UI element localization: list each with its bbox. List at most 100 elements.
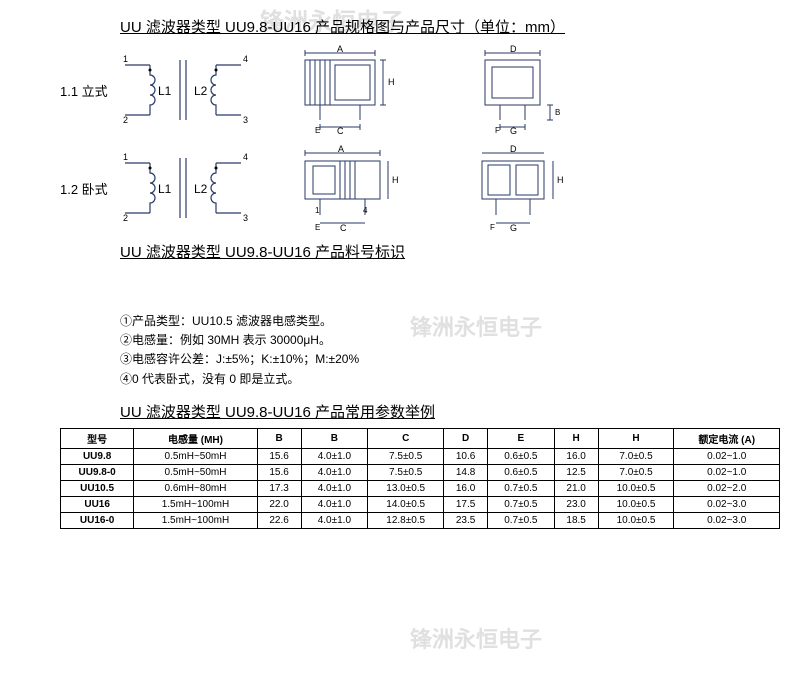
table-cell: UU10.5 [61, 480, 134, 496]
table-cell: 0.5mH~50mH [134, 464, 257, 480]
table-cell: 0.7±0.5 [488, 496, 555, 512]
table-cell: 0.02~2.0 [674, 480, 780, 496]
svg-text:A: A [337, 45, 343, 54]
svg-text:D: D [510, 45, 517, 54]
table-cell: 15.6 [257, 448, 301, 464]
table-header-cell: B [257, 428, 301, 448]
table-cell: 0.6±0.5 [488, 448, 555, 464]
svg-text:F: F [495, 126, 500, 135]
table-cell: 7.5±0.5 [368, 464, 444, 480]
svg-text:H: H [392, 175, 399, 185]
table-cell: 7.0±0.5 [598, 448, 674, 464]
svg-text:1: 1 [123, 152, 128, 162]
svg-text:1: 1 [123, 54, 128, 64]
row2-label: 1.2 卧式 [60, 179, 120, 198]
watermark-bot: 锋洲永恒电子 [410, 622, 542, 654]
table-cell: 15.6 [257, 464, 301, 480]
tech-drawing-front-1: A H C E [285, 45, 445, 135]
svg-text:F: F [490, 223, 495, 232]
table-cell: 0.02~1.0 [674, 464, 780, 480]
svg-text:3: 3 [243, 213, 248, 223]
tech-drawing-side-1: D G B F [460, 45, 620, 135]
table-cell: 23.5 [444, 512, 488, 528]
table-cell: 1.5mH~100mH [134, 496, 257, 512]
table-cell: 16.0 [554, 448, 598, 464]
svg-text:3: 3 [243, 115, 248, 125]
svg-text:H: H [388, 77, 395, 87]
svg-text:C: C [337, 126, 344, 135]
svg-text:1: 1 [315, 206, 320, 215]
table-cell: 21.0 [554, 480, 598, 496]
table-cell: UU16 [61, 496, 134, 512]
table-cell: 18.5 [554, 512, 598, 528]
table-cell: 0.02~3.0 [674, 512, 780, 528]
table-cell: 0.7±0.5 [488, 480, 555, 496]
table-cell: 0.6±0.5 [488, 464, 555, 480]
table-cell: 4.0±1.0 [301, 496, 368, 512]
table-cell: 0.02~3.0 [674, 496, 780, 512]
svg-text:E: E [315, 223, 320, 232]
table-header-cell: 型号 [61, 428, 134, 448]
notes-block: ①产品类型：UU10.5 滤波器电感类型。 ②电感量：例如 30MH 表示 30… [120, 312, 760, 389]
svg-text:2: 2 [123, 213, 128, 223]
table-cell: 0.5mH~50mH [134, 448, 257, 464]
table-cell: 0.6mH~80mH [134, 480, 257, 496]
note-3: ③电感容许公差：J:±5%；K:±10%；M:±20% [120, 350, 760, 369]
note-1: ①产品类型：UU10.5 滤波器电感类型。 [120, 312, 760, 331]
svg-text:D: D [510, 144, 517, 154]
table-cell: 1.5mH~100mH [134, 512, 257, 528]
table-header-cell: 电感量 (MH) [134, 428, 257, 448]
svg-text:H: H [557, 175, 564, 185]
table-row: UU9.8-00.5mH~50mH15.64.0±1.07.5±0.514.80… [61, 464, 780, 480]
tech-drawing-side-2: D G H F [460, 143, 620, 233]
schematic-horizontal: 1 2 4 3 L1 L2 [120, 148, 270, 228]
table-cell: 17.5 [444, 496, 488, 512]
svg-text:E: E [315, 126, 320, 135]
section3-title: UU 滤波器类型 UU9.8-UU16 产品常用参数举例 [120, 401, 760, 422]
svg-text:L2: L2 [194, 182, 208, 196]
table-body: UU9.80.5mH~50mH15.64.0±1.07.5±0.510.60.6… [61, 448, 780, 528]
svg-text:2: 2 [123, 115, 128, 125]
table-cell: 12.5 [554, 464, 598, 480]
note-2: ②电感量：例如 30MH 表示 30000μH。 [120, 331, 760, 350]
table-cell: 17.3 [257, 480, 301, 496]
table-cell: 4.0±1.0 [301, 448, 368, 464]
table-cell: 22.0 [257, 496, 301, 512]
table-cell: 16.0 [444, 480, 488, 496]
table-cell: 4.0±1.0 [301, 480, 368, 496]
svg-text:L1: L1 [158, 84, 172, 98]
table-row: UU10.50.6mH~80mH17.34.0±1.013.0±0.516.00… [61, 480, 780, 496]
schematic-vertical: 1 2 4 3 L1 L2 [120, 50, 270, 130]
table-cell: 10.0±0.5 [598, 480, 674, 496]
table-cell: 12.8±0.5 [368, 512, 444, 528]
section1-title: UU 滤波器类型 UU9.8-UU16 产品规格图与产品尺寸（单位：mm） [120, 16, 760, 37]
table-cell: 0.02~1.0 [674, 448, 780, 464]
table-row: UU9.80.5mH~50mH15.64.0±1.07.5±0.510.60.6… [61, 448, 780, 464]
svg-text:G: G [510, 126, 517, 135]
table-cell: 10.0±0.5 [598, 496, 674, 512]
svg-text:4: 4 [363, 206, 368, 215]
table-cell: 10.6 [444, 448, 488, 464]
table-cell: 0.7±0.5 [488, 512, 555, 528]
table-header-cell: D [444, 428, 488, 448]
svg-text:L1: L1 [158, 182, 172, 196]
table-cell: UU16-0 [61, 512, 134, 528]
table-cell: UU9.8-0 [61, 464, 134, 480]
table-cell: 4.0±1.0 [301, 464, 368, 480]
params-table: 型号电感量 (MH)BBCDEHH额定电流 (A) UU9.80.5mH~50m… [60, 428, 780, 529]
table-cell: 7.5±0.5 [368, 448, 444, 464]
table-cell: 14.8 [444, 464, 488, 480]
section2-title: UU 滤波器类型 UU9.8-UU16 产品料号标识 [120, 241, 760, 262]
table-cell: 22.6 [257, 512, 301, 528]
table-header-cell: B [301, 428, 368, 448]
table-row: UU161.5mH~100mH22.04.0±1.014.0±0.517.50.… [61, 496, 780, 512]
svg-text:B: B [555, 108, 560, 117]
document-body: UU 滤波器类型 UU9.8-UU16 产品规格图与产品尺寸（单位：mm） 1.… [120, 16, 760, 529]
svg-text:L2: L2 [194, 84, 208, 98]
table-header-cell: H [598, 428, 674, 448]
table-cell: 13.0±0.5 [368, 480, 444, 496]
table-cell: 23.0 [554, 496, 598, 512]
table-header-cell: H [554, 428, 598, 448]
table-cell: 10.0±0.5 [598, 512, 674, 528]
table-row: UU16-01.5mH~100mH22.64.0±1.012.8±0.523.5… [61, 512, 780, 528]
